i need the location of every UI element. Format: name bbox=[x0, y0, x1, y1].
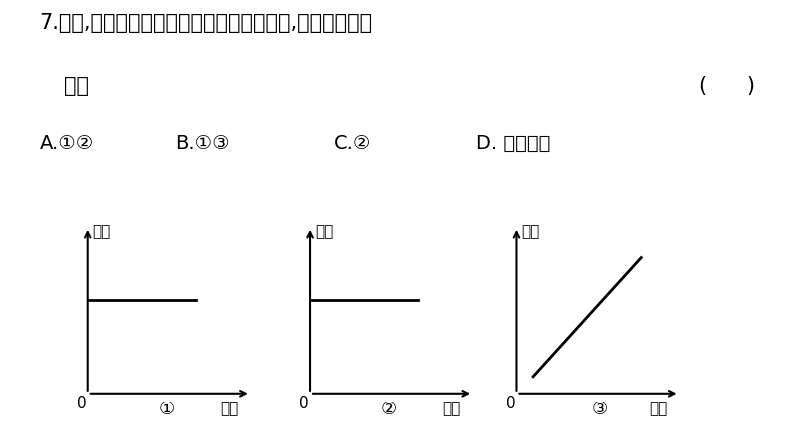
Text: 速度: 速度 bbox=[315, 224, 333, 240]
Text: 路程: 路程 bbox=[93, 224, 111, 240]
Text: 的是: 的是 bbox=[64, 76, 88, 96]
Text: B.①③: B.①③ bbox=[175, 134, 229, 153]
Text: ②: ② bbox=[381, 400, 397, 418]
Text: 0: 0 bbox=[299, 396, 309, 411]
Text: 0: 0 bbox=[77, 396, 87, 411]
Text: ③: ③ bbox=[592, 400, 607, 418]
Text: 0: 0 bbox=[506, 396, 515, 411]
Text: (      ): ( ) bbox=[699, 76, 755, 96]
Text: ①: ① bbox=[159, 400, 175, 418]
Text: 时间: 时间 bbox=[649, 401, 667, 417]
Text: 速度: 速度 bbox=[522, 224, 540, 240]
Text: C.②: C.② bbox=[333, 134, 371, 153]
Text: 时间: 时间 bbox=[220, 401, 238, 417]
Text: 时间: 时间 bbox=[442, 401, 461, 417]
Text: 7.如图,各图象所反映的两个变量之间的关系,表示匀速运动: 7.如图,各图象所反映的两个变量之间的关系,表示匀速运动 bbox=[40, 13, 373, 34]
Text: D. 无法确定: D. 无法确定 bbox=[476, 134, 551, 153]
Text: A.①②: A.①② bbox=[40, 134, 94, 153]
